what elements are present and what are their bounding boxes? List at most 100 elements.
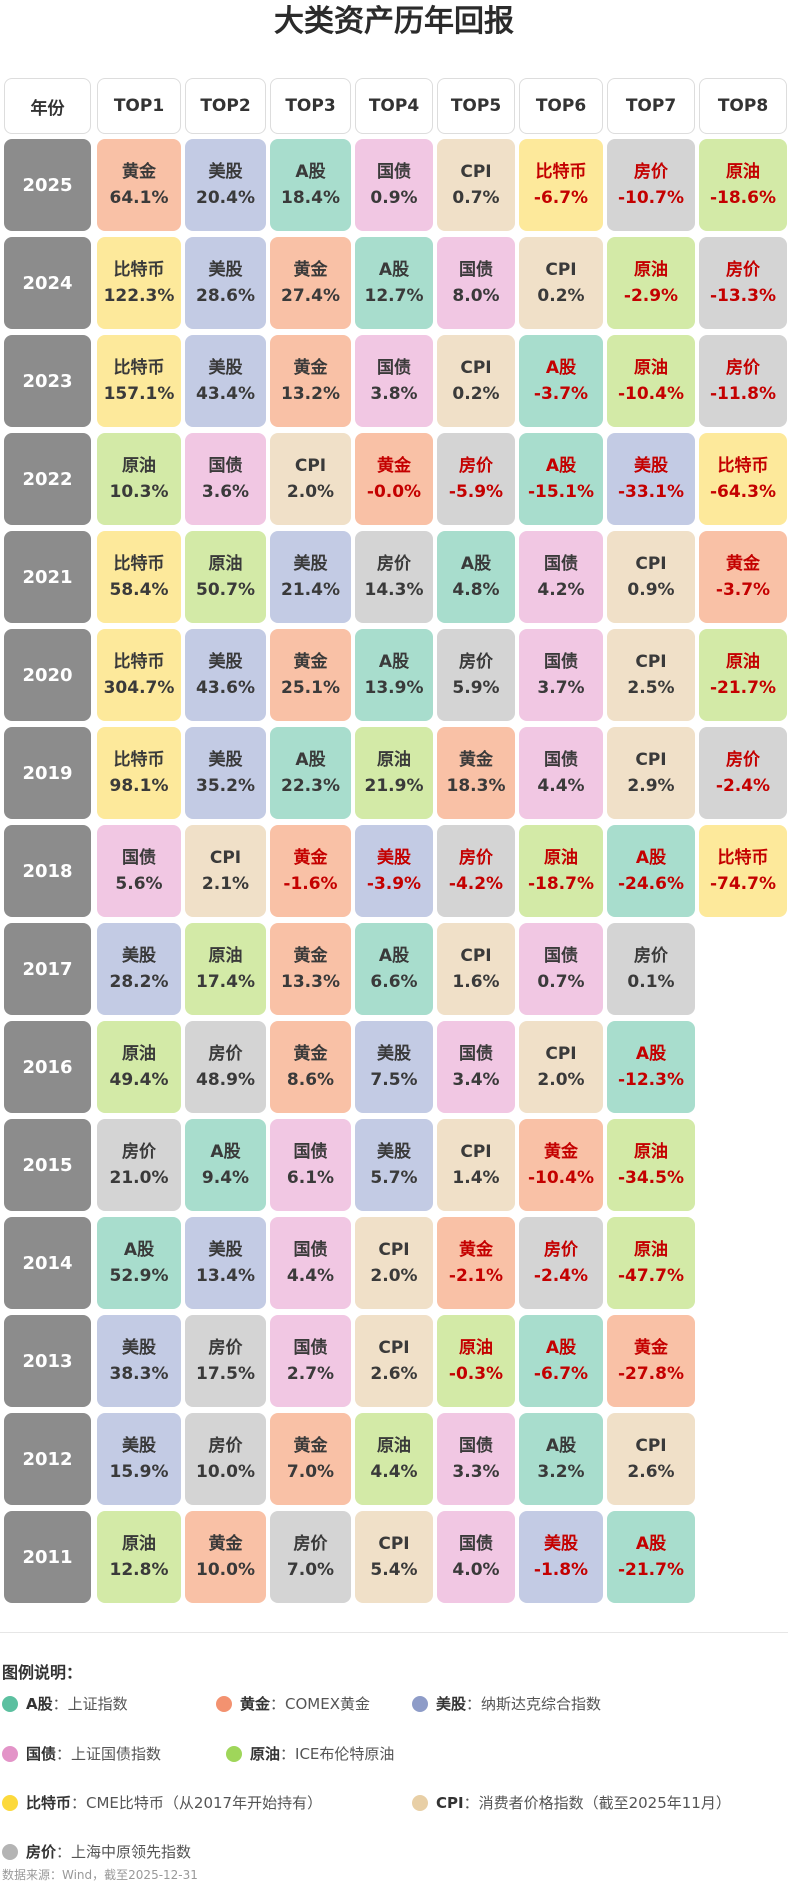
asset-return: 28.2% [109,972,169,992]
asset-cell: 比特币 -64.3% [699,433,787,525]
asset-cell: 房价 21.0% [97,1119,181,1211]
asset-name: 美股 [208,652,243,672]
asset-return: 21.0% [109,1168,169,1188]
legend-title: 图例说明： [2,1663,83,1682]
asset-name: 国债 [377,358,411,378]
asset-return: 10.0% [196,1462,255,1482]
asset-return: 43.6% [196,678,255,698]
asset-name: 黄金 [459,750,493,770]
asset-return: 3.8% [370,384,418,404]
asset-cell: 黄金 64.1% [97,139,181,231]
asset-return: 0.2% [452,384,500,404]
asset-cell: 房价 -11.8% [699,335,787,427]
header-top4: TOP4 [355,78,433,134]
asset-cell: 房价 7.0% [270,1511,351,1603]
asset-cell: 黄金 10.0% [185,1511,266,1603]
asset-return: -1.8% [533,1560,589,1580]
asset-name: 美股 [377,1142,411,1162]
legend-swatch-icon [412,1695,428,1712]
asset-name: 原油 [544,848,578,868]
asset-cell: CPI 2.1% [185,825,266,917]
asset-cell: 黄金 -0.0% [355,433,433,525]
asset-cell: 美股 -3.9% [355,825,433,917]
asset-name: 美股 [122,1338,156,1358]
asset-name: 美股 [208,162,243,182]
asset-name: 房价 [634,162,668,182]
asset-return: 0.9% [627,580,675,600]
asset-cell: 国债 4.4% [519,727,603,819]
asset-return: 6.1% [286,1168,335,1188]
asset-name: 美股 [208,260,243,280]
asset-cell: 美股 15.9% [97,1413,181,1505]
asset-name: 国债 [122,848,156,868]
asset-cell: 黄金 -3.7% [699,531,787,623]
asset-name: 黄金 [544,1142,578,1162]
asset-return: 20.4% [196,188,255,208]
asset-name: 美股 [208,358,243,378]
asset-cell: 原油 -47.7% [607,1217,695,1309]
asset-cell: 美股 5.7% [355,1119,433,1211]
asset-return: 25.1% [281,678,340,698]
asset-return: -10.7% [617,188,685,208]
asset-cell: CPI 0.7% [437,139,515,231]
asset-cell: 比特币 98.1% [97,727,181,819]
asset-cell: 房价 5.9% [437,629,515,721]
asset-name: 美股 [634,456,668,476]
asset-cell: 美股 35.2% [185,727,266,819]
asset-cell: 比特币 -6.7% [519,139,603,231]
asset-name: A股 [378,652,410,672]
asset-cell: CPI 1.4% [437,1119,515,1211]
asset-return: 9.4% [201,1168,250,1188]
asset-return: -10.4% [527,1168,595,1188]
asset-return: 1.4% [452,1168,500,1188]
asset-cell: 国债 3.8% [355,335,433,427]
asset-name: 黄金 [208,1534,243,1554]
asset-name: 房价 [726,260,760,280]
asset-cell: CPI 1.6% [437,923,515,1015]
asset-name: 房价 [726,358,760,378]
asset-name: 国债 [459,260,493,280]
asset-name: 美股 [544,1534,578,1554]
asset-name: 原油 [377,750,411,770]
asset-return: 50.7% [196,580,255,600]
asset-name: 美股 [122,946,156,966]
asset-cell: A股 3.2% [519,1413,603,1505]
asset-name: 国债 [208,456,243,476]
asset-return: 3.4% [452,1070,500,1090]
asset-return: 1.6% [452,972,500,992]
asset-name: A股 [635,1534,667,1554]
header-top3: TOP3 [270,78,351,134]
asset-return: 0.2% [537,286,585,306]
asset-return: 49.4% [109,1070,169,1090]
asset-return: -33.1% [617,482,685,502]
asset-return: 10.3% [109,482,169,502]
legend-item: 原油 ：ICE布伦特原油 [226,1743,394,1764]
asset-name: 原油 [634,358,668,378]
legend-item: A股 ：上证指数 [2,1693,128,1714]
asset-return: -1.6% [283,874,338,894]
asset-name: 黄金 [293,358,328,378]
asset-return: 18.3% [446,776,506,796]
asset-cell: 房价 -10.7% [607,139,695,231]
asset-name: 美股 [377,1044,411,1064]
asset-cell: 美股 43.6% [185,629,266,721]
asset-name: 国债 [544,652,578,672]
divider [0,1632,788,1633]
asset-name: 黄金 [293,1436,328,1456]
asset-return: 14.3% [364,580,424,600]
asset-name: A股 [635,1044,667,1064]
asset-name: CPI [378,1534,410,1554]
asset-cell: A股 -12.3% [607,1021,695,1113]
legend-desc: ：上海中原领先指数 [56,1843,192,1861]
asset-cell: CPI 0.9% [607,531,695,623]
asset-name: 黄金 [459,1240,493,1260]
asset-cell: 国债 4.2% [519,531,603,623]
asset-return: 13.2% [281,384,340,404]
asset-return: -0.3% [448,1364,504,1384]
asset-cell: 比特币 58.4% [97,531,181,623]
asset-name: 房价 [634,946,668,966]
asset-name: 原油 [208,554,243,574]
asset-name: CPI [209,848,242,868]
legend-desc: ：CME比特币（从2017年开始持有） [71,1794,323,1812]
asset-return: 52.9% [109,1266,169,1286]
